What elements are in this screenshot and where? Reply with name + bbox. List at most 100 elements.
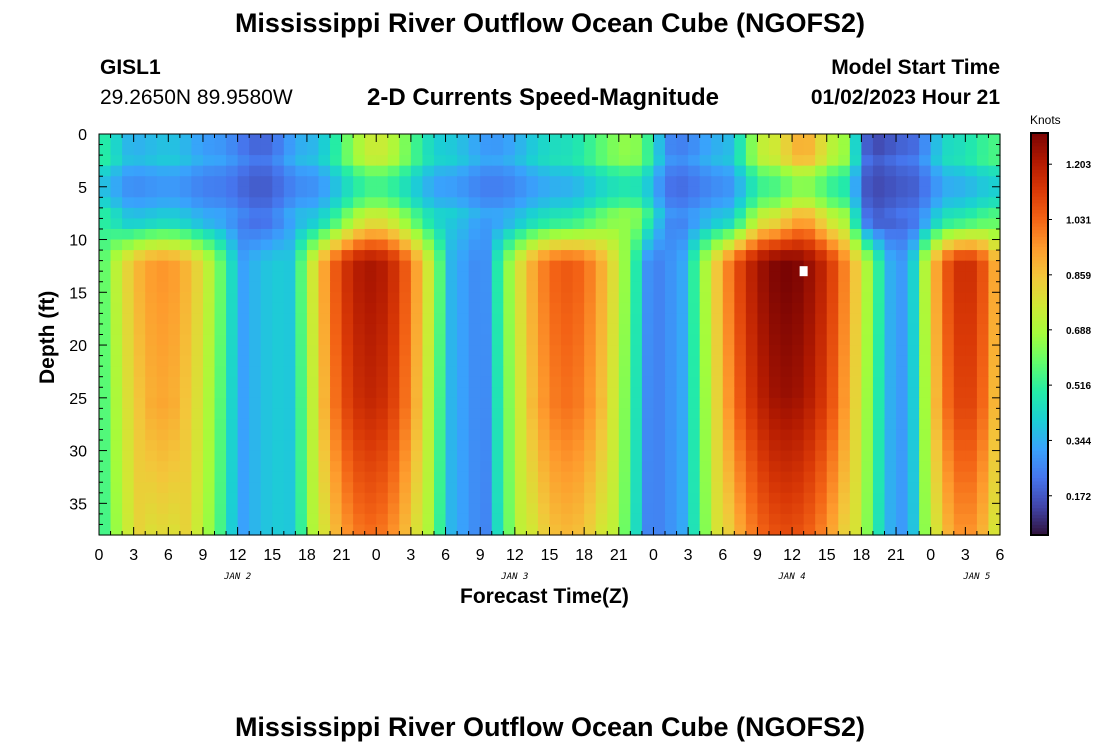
heatmap-cell [595, 440, 608, 452]
heatmap-cell [872, 165, 886, 177]
heatmap-cell [260, 429, 273, 441]
heatmap-cell [122, 429, 135, 441]
heatmap-cell [457, 165, 470, 177]
heatmap-cell [780, 366, 793, 378]
colorbar-segment [1031, 173, 1048, 178]
heatmap-cell [884, 408, 897, 420]
heatmap-cell [191, 250, 204, 262]
heatmap-cell [214, 418, 227, 431]
heatmap-cell [514, 450, 527, 462]
heatmap-cell [953, 429, 966, 441]
heatmap-cell [387, 471, 400, 483]
heatmap-cell [861, 144, 874, 156]
heatmap-cell [364, 197, 377, 209]
heatmap-cell [156, 387, 169, 399]
heatmap-cell [191, 218, 204, 230]
heatmap-cell [110, 144, 123, 156]
heatmap-cell [410, 323, 424, 336]
heatmap-cell [226, 503, 239, 515]
heatmap-cell [376, 197, 389, 209]
main-title: Mississippi River Outflow Ocean Cube (NG… [234, 8, 866, 38]
heatmap-cell [549, 513, 562, 526]
heatmap-cell [641, 440, 655, 452]
heatmap-cell [699, 429, 712, 441]
heatmap-cell [861, 471, 874, 483]
heatmap-cell [665, 524, 678, 536]
heatmap-cell [445, 440, 458, 452]
heatmap-cell [734, 482, 747, 494]
heatmap-cell [676, 429, 689, 441]
heatmap-cell [584, 165, 597, 177]
heatmap-cell [826, 418, 839, 431]
heatmap-cell [399, 440, 412, 452]
heatmap-cell [330, 503, 343, 515]
heatmap-cell [133, 134, 146, 146]
heatmap-cell [792, 281, 805, 293]
heatmap-cell [202, 513, 216, 526]
heatmap-cell [618, 260, 631, 272]
heatmap-cell [861, 281, 874, 293]
heatmap-cell [341, 271, 354, 283]
heatmap-cell [422, 281, 435, 293]
heatmap-cell [607, 524, 620, 536]
heatmap-cell [376, 429, 389, 441]
heatmap-cell [826, 461, 839, 473]
heatmap-cell [757, 345, 770, 357]
heatmap-cell [549, 313, 562, 325]
heatmap-cell [699, 524, 712, 536]
heatmap-cell [561, 513, 574, 526]
heatmap-cell [145, 334, 158, 346]
heatmap-cell [896, 429, 909, 441]
heatmap-cell [849, 345, 862, 357]
heatmap-cell [734, 155, 747, 167]
heatmap-cell [318, 408, 331, 420]
heatmap-cell [699, 176, 712, 188]
heatmap-cell [376, 134, 389, 146]
heatmap-cell [919, 281, 932, 293]
heatmap-cell [561, 250, 574, 262]
heatmap-cell [711, 355, 724, 367]
colorbar-segment [1031, 404, 1048, 409]
heatmap-cell [988, 513, 1001, 526]
heatmap-cell [410, 482, 424, 494]
heatmap-cell [110, 503, 123, 515]
heatmap-cell [214, 387, 227, 399]
heatmap-cell [503, 397, 516, 409]
colorbar-segment [1031, 461, 1048, 466]
heatmap-cell [237, 482, 250, 494]
heatmap-cell [549, 239, 562, 251]
heatmap-cell [653, 450, 666, 462]
heatmap-cell [480, 503, 493, 515]
heatmap-cell [803, 260, 816, 272]
heatmap-cell [641, 218, 655, 230]
heatmap-cell [734, 207, 747, 220]
heatmap-cell [722, 313, 735, 325]
heatmap-cell [849, 292, 862, 304]
heatmap-cell [757, 323, 770, 336]
heatmap-cell [330, 513, 343, 526]
heatmap-cell [803, 228, 816, 241]
heatmap-cell [376, 387, 389, 399]
heatmap-cell [156, 165, 169, 177]
heatmap-cell [930, 387, 943, 399]
heatmap-cell [907, 376, 920, 388]
heatmap-cell [249, 239, 262, 251]
heatmap-cell [734, 513, 747, 526]
colorbar-tick-label: 0.344 [1066, 436, 1091, 447]
heatmap-cell [826, 239, 839, 251]
heatmap-cell [295, 482, 308, 494]
heatmap-cell [410, 134, 424, 146]
heatmap-cell [676, 450, 689, 462]
heatmap-cell [179, 418, 193, 431]
heatmap-cell [988, 482, 1001, 494]
heatmap-cell [942, 323, 955, 336]
heatmap-cell [364, 281, 377, 293]
heatmap-cell [410, 176, 424, 188]
heatmap-cell [768, 165, 782, 177]
heatmap-cell [907, 366, 920, 378]
heatmap-cell [537, 482, 551, 494]
heatmap-cell [607, 376, 620, 388]
heatmap-cell [387, 503, 400, 515]
heatmap-cell [838, 503, 851, 515]
heatmap-cell [249, 155, 262, 167]
